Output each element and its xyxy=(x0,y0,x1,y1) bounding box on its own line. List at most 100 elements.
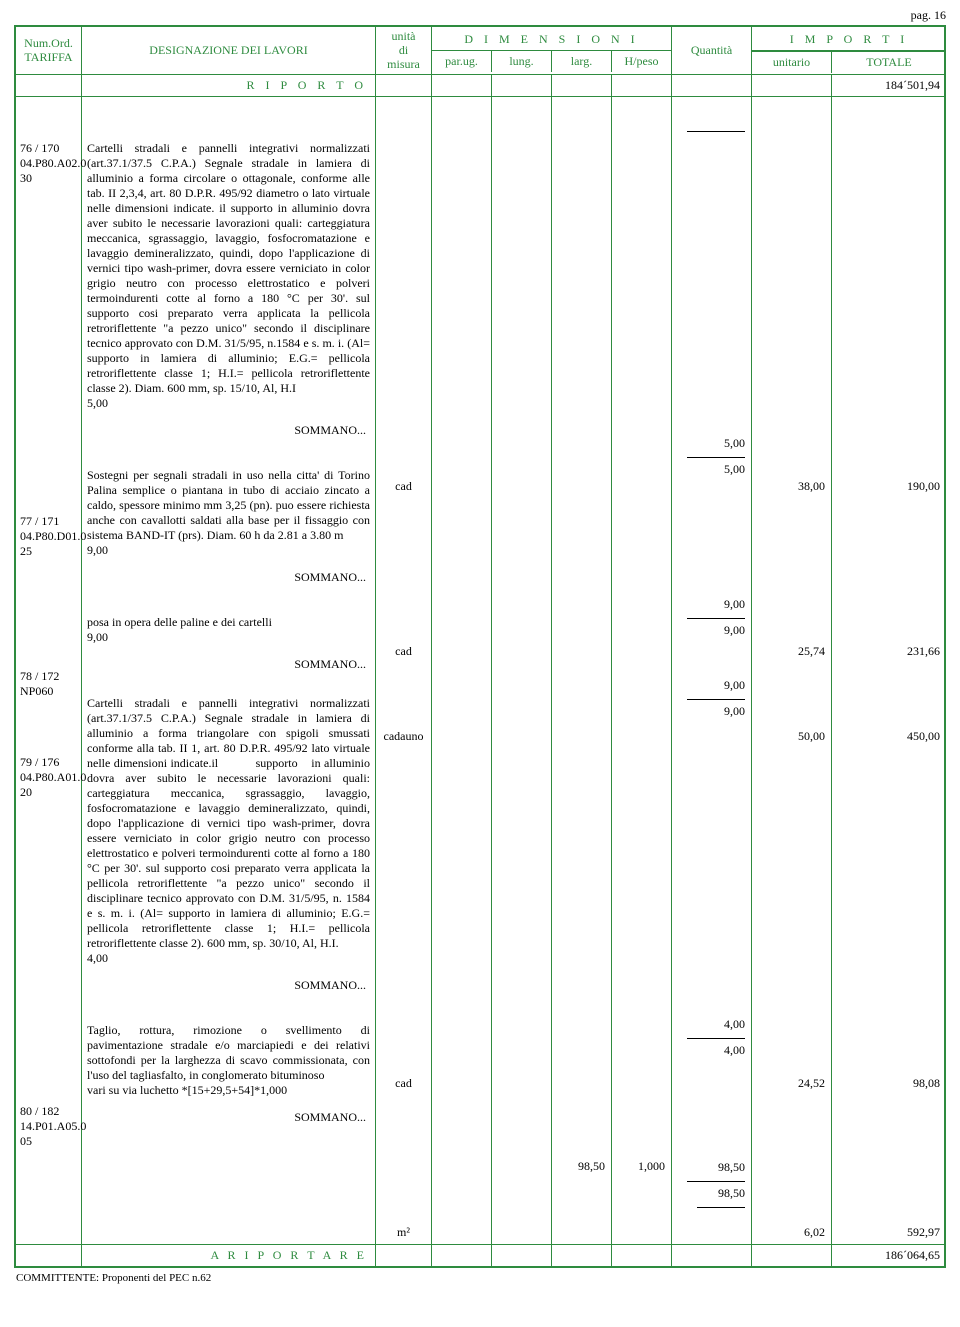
row0-sumqty: 5,00 xyxy=(677,462,745,477)
row1-desc: Sostegni per segnali stradali in uso nel… xyxy=(87,468,370,543)
row3-code3: 20 xyxy=(20,785,79,800)
row2-code2: NP060 xyxy=(20,684,79,699)
hdr-parug: par.ug. xyxy=(432,51,492,72)
hdr-unitario: unitario xyxy=(752,52,832,73)
a-riportare-label: A R I P O R T A R E xyxy=(82,1245,376,1266)
riporto-label: R I P O R T O xyxy=(82,75,376,96)
row0-code3: 30 xyxy=(20,171,79,186)
row2-desc: posa in opera delle paline e dei cartell… xyxy=(87,615,370,630)
body-col-unit: 38,00 25,74 50,00 24,52 6,02 xyxy=(752,97,832,1244)
hdr-larg: larg. xyxy=(552,51,612,72)
hdr-unita-l1: unità xyxy=(392,30,416,44)
ftr-d4 xyxy=(612,1245,672,1266)
row2-unit: 50,00 xyxy=(757,729,825,744)
row3-code2: 04.P80.A01.0 xyxy=(20,770,79,785)
hdr-quantita: Quantità xyxy=(672,27,752,74)
body-col-um: cad cad cadauno cad m² xyxy=(376,97,432,1244)
a-riportare-row: A R I P O R T A R E 186´064,65 xyxy=(16,1244,944,1266)
riporto-c1 xyxy=(16,75,82,96)
row2-code1: 78 / 172 xyxy=(20,669,79,684)
hdr-numord: Num.Ord. TARIFFA xyxy=(16,27,82,74)
hdr-numord-l1: Num.Ord. xyxy=(24,37,73,51)
riporto-d4 xyxy=(612,75,672,96)
ftr-qty xyxy=(672,1245,752,1266)
row0-total: 190,00 xyxy=(837,479,940,494)
hdr-lung: lung. xyxy=(492,51,552,72)
riporto-um xyxy=(376,75,432,96)
hdr-hpeso: H/peso xyxy=(612,51,672,72)
page-number: pag. 16 xyxy=(14,8,946,23)
row1-code3: 25 xyxy=(20,544,79,559)
row2-sommano: SOMMANO... xyxy=(87,657,370,672)
row3-sumqty: 4,00 xyxy=(677,1043,745,1058)
row4-desc: Taglio, rottura, rimozione o svellimento… xyxy=(87,1023,370,1083)
body-col-tot: 190,00 231,66 450,00 98,08 592,97 xyxy=(832,97,946,1244)
committente: COMMITTENTE: Proponenti del PEC n.62 xyxy=(14,1268,946,1284)
riporto-d3 xyxy=(552,75,612,96)
row0-um: cad xyxy=(381,479,426,494)
riporto-row: R I P O R T O 184´501,94 xyxy=(16,75,944,97)
hdr-unita-l2: di xyxy=(399,44,408,58)
row0-code2: 04.P80.A02.0 xyxy=(20,156,79,171)
row4-sommano: SOMMANO... xyxy=(87,1110,370,1125)
body-col-qty: 5,00 5,00 9,00 9,00 9,00 9,00 4,00 xyxy=(672,97,752,1244)
row4-sumqty: 98,50 xyxy=(677,1186,745,1201)
row3-total: 98,08 xyxy=(837,1076,940,1091)
row1-unit: 25,74 xyxy=(757,644,825,659)
row4-larg: 98,50 xyxy=(557,1159,605,1174)
hdr-totale: TOTALE xyxy=(832,52,946,73)
row0-qtyline: 5,00 xyxy=(87,396,370,411)
row3-sommano: SOMMANO... xyxy=(87,978,370,993)
row0-unit: 38,00 xyxy=(757,479,825,494)
row1-um: cad xyxy=(381,644,426,659)
body-col-d2 xyxy=(492,97,552,1244)
hdr-unita-l3: misura xyxy=(387,58,420,72)
hdr-dimensioni: D I M E N S I O N I xyxy=(432,29,671,51)
row2-qty: 9,00 xyxy=(677,678,745,693)
hdr-dim-group: D I M E N S I O N I par.ug. lung. larg. … xyxy=(432,27,672,74)
row1-total: 231,66 xyxy=(837,644,940,659)
ftr-um xyxy=(376,1245,432,1266)
a-riportare-total: 186´064,65 xyxy=(832,1245,946,1266)
row3-unit: 24,52 xyxy=(757,1076,825,1091)
body-area: 76 / 170 04.P80.A02.0 30 77 / 171 04.P80… xyxy=(16,97,944,1244)
row4-code2: 14.P01.A05.0 xyxy=(20,1119,79,1134)
ftr-unit xyxy=(752,1245,832,1266)
body-col-d4: 1,000 xyxy=(612,97,672,1244)
row3-um: cad xyxy=(381,1076,426,1091)
row2-um: cadauno xyxy=(381,729,426,744)
hdr-imp-group: I M P O R T I unitario TOTALE xyxy=(752,27,946,74)
row0-desc: Cartelli stradali e pannelli integrativi… xyxy=(87,141,370,396)
ftr-d3 xyxy=(552,1245,612,1266)
row1-sommano: SOMMANO... xyxy=(87,570,370,585)
row1-sumqty: 9,00 xyxy=(677,623,745,638)
body-col-d1 xyxy=(432,97,492,1244)
row3-qty: 4,00 xyxy=(677,1017,745,1032)
riporto-qty xyxy=(672,75,752,96)
row4-hpeso: 1,000 xyxy=(617,1159,665,1174)
row2-total: 450,00 xyxy=(837,729,940,744)
header-row-1: Num.Ord. TARIFFA DESIGNAZIONE DEI LAVORI… xyxy=(16,27,944,75)
row1-code2: 04.P80.D01.0 xyxy=(20,529,79,544)
row4-extra: vari su via luchetto *[15+29,5+54]*1,000 xyxy=(87,1083,370,1098)
hdr-unita: unità di misura xyxy=(376,27,432,74)
row0-code1: 76 / 170 xyxy=(20,141,79,156)
row4-code3: 05 xyxy=(20,1134,79,1149)
body-col-desig: Cartelli stradali e pannelli integrativi… xyxy=(82,97,376,1244)
row3-desc: Cartelli stradali e pannelli integrativi… xyxy=(87,696,370,951)
rule-icon xyxy=(697,1207,745,1208)
row0-sommano: SOMMANO... xyxy=(87,423,370,438)
row4-unit: 6,02 xyxy=(757,1225,825,1240)
ftr-d1 xyxy=(432,1245,492,1266)
row1-qty: 9,00 xyxy=(677,597,745,612)
row1-code1: 77 / 171 xyxy=(20,514,79,529)
row1-qtyline: 9,00 xyxy=(87,543,370,558)
row4-total: 592,97 xyxy=(837,1225,940,1240)
page: pag. 16 Num.Ord. TARIFFA DESIGNAZIONE DE… xyxy=(0,0,960,1294)
body-col-num: 76 / 170 04.P80.A02.0 30 77 / 171 04.P80… xyxy=(16,97,82,1244)
body-col-d3: 98,50 xyxy=(552,97,612,1244)
row4-code1: 80 / 182 xyxy=(20,1104,79,1119)
ftr-d2 xyxy=(492,1245,552,1266)
hdr-numord-l2: TARIFFA xyxy=(24,51,72,65)
riporto-unit xyxy=(752,75,832,96)
